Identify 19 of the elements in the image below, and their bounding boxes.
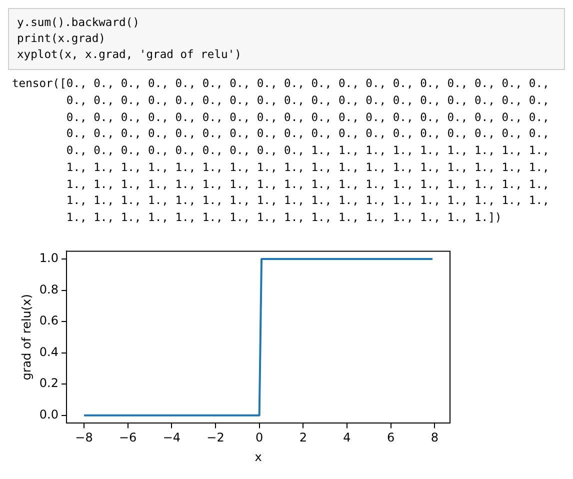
y-axis-title: grad of relu(x) xyxy=(19,294,34,380)
y-tick-label: 0.0 xyxy=(39,407,58,422)
y-tick-label: 0.6 xyxy=(39,313,58,328)
x-tick-label: 2 xyxy=(299,430,307,444)
text: y.sum().backward() print(x.grad) xyplot(x, x.grad, 'grad of relu') xyxy=(8,8,565,70)
x-tick-label: −2 xyxy=(206,430,224,444)
text: tensor([0., 0., 0., 0., 0., 0., 0., 0., 0., 0., 0., 0., 0., 0., 0., 0., 0., 0., 0., 0., 0., 0., 0., 0., 0., 0., 0., 0., 0., 0., 0., 0., 0., 0., 0., 0., 0., 0., 0., 0., 0., 0., 0., 0., 0., 0., 0., 0., 0., 0., 0., 0., 0., 0., 0., 0., 0., 0., 0., 0., 0., 0., 0., 0., 0., 0., 0., 0., 0., 0., 0., 0., 0., 0., 0., 0., 0., 0., 0., 0., 0., 1., 1., 1., 1., 1., 1., 1., 1., 1., 1., 1., 1., 1., 1., 1., 1., 1., 1., 1., 1., 1., 1., 1., 1., 1., 1., 1., 1., 1., 1., 1., 1., 1., 1., 1., 1., 1., 1., 1., 1., 1., 1., 1., 1., 1., 1., 1., 1., 1., 1., 1., 1., 1., 1., 1., 1., 1., 1., 1., 1., 1., 1., 1., 1., 1., 1., 1., 1., 1., 1., 1., 1., 1., 1., 1., 1., 1., 1., 1.]) xyxy=(12,77,550,224)
x-tick-label: −4 xyxy=(162,430,181,444)
x-axis-title: x xyxy=(254,450,262,464)
x-tick-label: 8 xyxy=(430,430,438,444)
x-tick-label: 6 xyxy=(387,430,395,444)
x-tick-label: 0 xyxy=(256,430,264,444)
y-tick-label: 0.2 xyxy=(39,376,58,390)
y-tick-label: 0.4 xyxy=(39,344,58,359)
x-tick-label: −6 xyxy=(118,430,137,444)
x-tick-label: −8 xyxy=(75,430,93,444)
y-tick-label: 1.0 xyxy=(39,250,58,265)
y-tick-label: 0.8 xyxy=(39,282,58,296)
x-tick-label: 4 xyxy=(343,430,351,444)
